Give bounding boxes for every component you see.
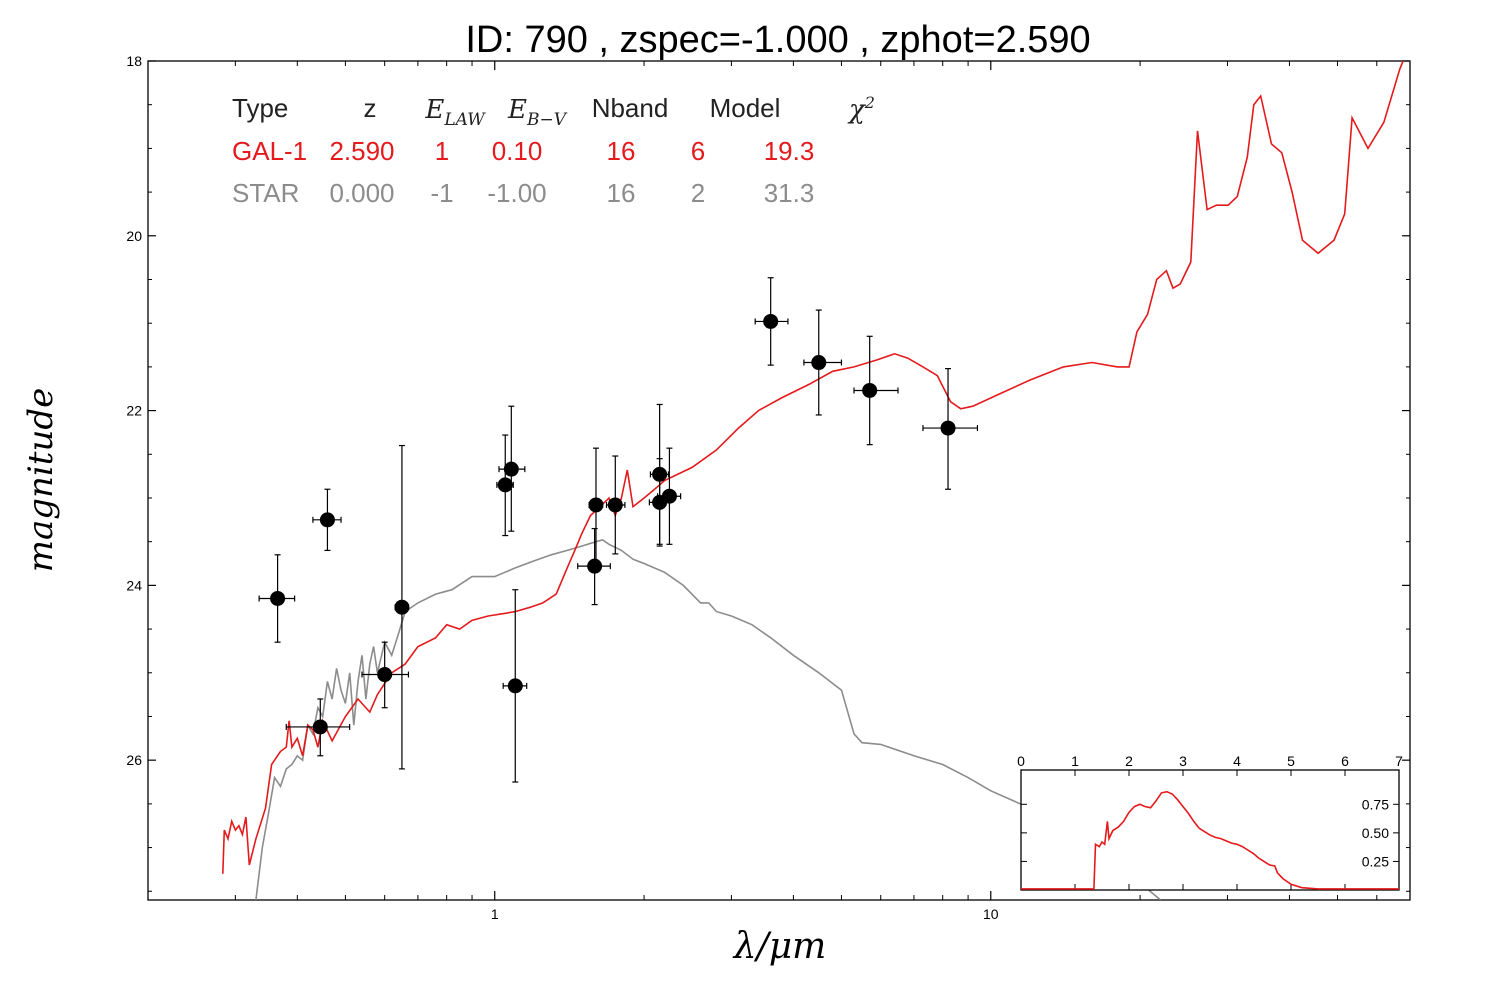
galaxy-row-cell: GAL-1 <box>232 136 307 166</box>
y-axis-label: magnitude <box>21 388 61 573</box>
data-marker <box>377 667 393 683</box>
y-tick-label: 22 <box>126 403 142 419</box>
x-axis-label: λ/μm <box>732 926 826 967</box>
data-marker <box>503 461 519 477</box>
inset-x-tick-label: 6 <box>1341 753 1349 769</box>
data-marker <box>811 355 827 371</box>
star-row-cell: 0.000 <box>329 178 394 208</box>
photometry-point <box>285 698 351 757</box>
y-tick-label: 24 <box>126 577 142 593</box>
star-row-cell: STAR <box>232 178 299 208</box>
galaxy-model-layer <box>222 61 1404 874</box>
star-row-cell: 16 <box>607 178 636 208</box>
data-marker <box>270 590 286 606</box>
star-model-curve <box>255 539 1162 900</box>
chart-title: ID: 790 , zspec=-1.000 , zphot=2.590 <box>465 19 1090 61</box>
y-tick-label: 18 <box>126 53 142 69</box>
galaxy-row-cell: 19.3 <box>764 136 815 166</box>
inset-y-tick-label: 0.50 <box>1362 825 1389 841</box>
photometry-point <box>361 641 410 709</box>
photometry-point <box>853 335 899 446</box>
table-header: Nband <box>592 93 669 123</box>
galaxy-model-curve <box>222 61 1404 874</box>
inset-x-tick-label: 4 <box>1233 753 1241 769</box>
inset-x-tick-label: 5 <box>1287 753 1295 769</box>
table-header-math: EB−V <box>507 95 568 130</box>
photometry-points <box>258 277 979 783</box>
data-marker <box>607 497 623 513</box>
data-marker <box>319 512 335 528</box>
y-tick-label: 20 <box>126 228 142 244</box>
data-marker <box>587 558 603 574</box>
plot-frame <box>147 60 1411 901</box>
table-header: Type <box>232 93 288 123</box>
y-tick-label: 26 <box>126 752 142 768</box>
x-tick-label: 10 <box>983 906 999 922</box>
photometry-point <box>657 447 682 545</box>
photometry-point <box>258 554 296 643</box>
star-row-cell: 2 <box>691 178 705 208</box>
galaxy-row-cell: 1 <box>435 136 449 166</box>
star-row-cell: -1 <box>430 178 453 208</box>
data-marker <box>497 477 513 493</box>
fit-summary-table: Type z ELAW EB−V Nband Model χ2 GAL-1 2.590 1 0.10… <box>232 93 875 208</box>
galaxy-row-cell: 6 <box>691 136 705 166</box>
inset-x-tick-label: 2 <box>1125 753 1133 769</box>
data-marker <box>394 599 410 615</box>
photometry-point <box>496 434 514 537</box>
table-header: z <box>364 93 377 123</box>
photometry-point <box>605 455 626 555</box>
photometry-point <box>502 589 528 783</box>
photometry-point <box>803 309 843 416</box>
table-header-math: ELAW <box>424 95 486 130</box>
pdz-inset: 0 1 2 3 4 5 6 7 0.25 0.50 0.75 <box>1017 753 1403 891</box>
star-model-layer <box>255 539 1162 900</box>
data-marker <box>862 382 878 398</box>
photometry-point <box>588 447 604 563</box>
inset-x-tick-label: 1 <box>1071 753 1079 769</box>
inset-y-tick-label: 0.75 <box>1362 796 1389 812</box>
data-marker <box>312 719 328 735</box>
galaxy-row-cell: 0.10 <box>492 136 543 166</box>
data-marker <box>661 488 677 504</box>
inset-x-tick-label: 3 <box>1179 753 1187 769</box>
photometry-point <box>498 405 526 532</box>
table-header: Model <box>710 93 781 123</box>
x-tick-label: 1 <box>491 906 499 922</box>
table-header-math: χ2 <box>847 93 875 125</box>
photometry-point <box>754 277 789 366</box>
photometry-point <box>577 527 611 606</box>
data-marker <box>940 420 956 436</box>
photometry-point <box>312 488 342 552</box>
inset-y-tick-label: 0.25 <box>1362 853 1389 869</box>
data-marker <box>507 678 523 694</box>
inset-frame <box>1020 769 1400 891</box>
photometry-point <box>394 444 410 770</box>
data-marker <box>763 313 779 329</box>
star-row-cell: -1.00 <box>487 178 546 208</box>
photometry-point <box>922 368 979 490</box>
inset-x-tick-label: 7 <box>1395 753 1403 769</box>
inset-x-tick-label: 0 <box>1017 753 1025 769</box>
star-row-cell: 31.3 <box>764 178 815 208</box>
galaxy-row-cell: 16 <box>607 136 636 166</box>
data-marker <box>588 497 604 513</box>
pdz-curve <box>1021 790 1399 890</box>
galaxy-row-cell: 2.590 <box>329 136 394 166</box>
